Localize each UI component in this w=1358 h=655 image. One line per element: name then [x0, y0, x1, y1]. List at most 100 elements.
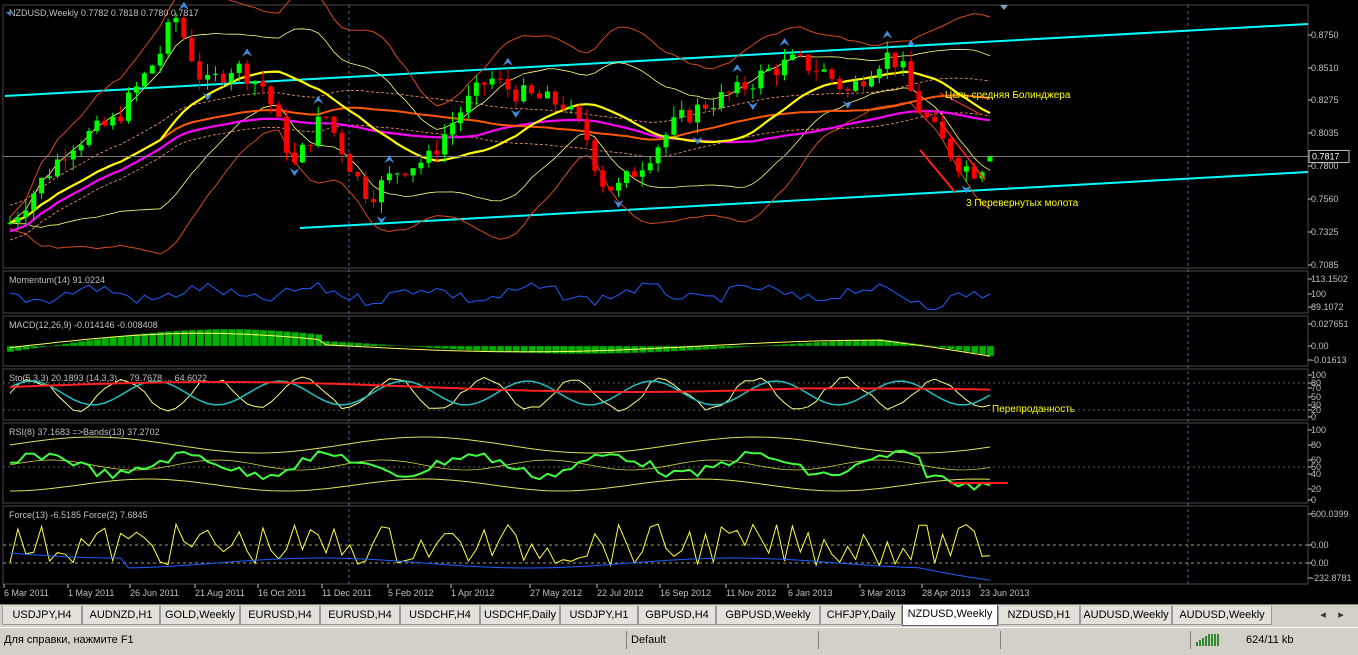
tab-gbpusd-weekly[interactable]: GBPUSD,Weekly	[716, 606, 820, 625]
fractal-up-icon	[384, 155, 395, 164]
candle-body	[442, 134, 448, 155]
macd-histogram-bar	[528, 345, 536, 354]
candle-body	[837, 78, 843, 90]
tab-eurusd-h4[interactable]: EURUSD,H4	[240, 606, 320, 625]
candle-body	[39, 178, 45, 194]
macd-histogram-bar	[828, 341, 837, 347]
chart-canvas[interactable]: Цель средняя Болинджера 3 Перевернутых мо…	[0, 0, 1358, 604]
date-axis-label: 21 Aug 2011	[195, 588, 245, 598]
price-scale-label: 0	[1311, 412, 1316, 422]
price-scale-label: 0.8035	[1311, 128, 1339, 138]
macd-histogram-bar	[457, 345, 465, 350]
tab-gold-weekly[interactable]: GOLD,Weekly	[160, 606, 240, 625]
current-price-label: 0.7817	[1312, 151, 1340, 161]
tab-gbpusd-h4[interactable]: GBPUSD,H4	[638, 606, 716, 625]
macd-histogram-bar	[425, 345, 434, 348]
tab-usdchf-h4[interactable]: USDCHF,H4	[400, 606, 480, 625]
candle-body	[971, 166, 977, 179]
macd-histogram-bar	[180, 330, 189, 347]
tab-usdchf-daily[interactable]: USDCHF,Daily	[480, 606, 560, 625]
tab-scroll-left-icon[interactable]: ◂	[1320, 609, 1326, 621]
macd-histogram-bar	[299, 332, 307, 347]
tab-audusd-weekly[interactable]: AUDUSD,Weekly	[1080, 606, 1172, 625]
tab-usdjpy-h4[interactable]: USDJPY,H4	[2, 606, 82, 625]
macd-histogram-bar	[678, 345, 687, 352]
date-axis-label: 16 Sep 2012	[660, 588, 711, 598]
macd-histogram-bar	[378, 344, 386, 347]
macd-histogram-bar	[836, 340, 845, 347]
candle-body	[584, 119, 590, 141]
trend-mark-line	[939, 121, 986, 181]
pane-main-frame	[2, 4, 1309, 269]
envelope-dashed-upper	[9, 77, 991, 206]
macd-histogram-bar	[46, 345, 54, 347]
tab-nzdusd-h1[interactable]: NZDUSD,H1	[998, 606, 1080, 625]
envelope-upper-line	[9, 28, 991, 224]
pane-rsi-header: RSI(8) 37.1683 =>Bands(13) 37.2702	[9, 427, 160, 437]
macd-histogram-bar	[781, 344, 789, 347]
pane-stoch-header: Sto(5,3,3) 20.1893 (14,3,3) ... 79.7678 …	[9, 373, 207, 383]
candle-body	[631, 171, 637, 177]
macd-histogram-bar	[433, 345, 442, 349]
candle-body	[916, 91, 922, 113]
price-scale-label: 0.7325	[1311, 227, 1339, 237]
annotation-bollinger-target: Цель средняя Болинджера	[945, 90, 1071, 101]
candle-body	[932, 117, 938, 122]
ma-magenta-line	[9, 110, 991, 233]
candle-body	[181, 17, 187, 38]
tab-usdjpy-h1[interactable]: USDJPY,H1	[560, 606, 638, 625]
candle-body	[54, 159, 60, 177]
candle-body	[521, 85, 527, 102]
fractal-up-icon	[502, 57, 513, 66]
candle-body	[908, 61, 914, 92]
macd-histogram-bar	[852, 339, 860, 347]
macd-histogram-bar	[346, 342, 355, 347]
candle-body	[371, 199, 377, 203]
tab-audnzd-h1[interactable]: AUDNZD,H1	[82, 606, 160, 625]
pane-rsi-frame	[2, 422, 1309, 504]
macd-histogram-bar	[449, 345, 457, 350]
candle-body	[616, 183, 622, 191]
candle-body	[260, 81, 266, 87]
envelope-lower-line	[9, 87, 991, 228]
macd-histogram-bar	[844, 340, 852, 347]
macd-histogram-bar	[228, 328, 236, 347]
candle-body	[797, 54, 803, 56]
macd-histogram-bar	[307, 333, 315, 347]
candle-body	[418, 162, 424, 169]
date-axis-label: 22 Jul 2012	[597, 588, 644, 598]
macd-histogram-bar	[133, 334, 141, 347]
macd-histogram-bar	[789, 343, 797, 347]
candle-body	[529, 85, 535, 94]
stoch-slow-line	[9, 380, 991, 406]
pane-force-frame	[2, 505, 1309, 585]
fractal-up-icon	[313, 95, 324, 104]
candle-body	[236, 63, 242, 74]
collapse-arrow-icon	[6, 12, 12, 15]
candle-body	[695, 104, 701, 123]
tab-nzdusd-weekly[interactable]: NZDUSD,Weekly	[902, 605, 998, 626]
candle-body	[110, 116, 116, 126]
macd-histogram-bar	[559, 345, 568, 354]
candle-body	[220, 73, 226, 83]
fractal-down-icon	[510, 109, 521, 118]
fractal-up-icon	[779, 38, 790, 47]
tab-eurusd-h4[interactable]: EURUSD,H4	[320, 606, 400, 625]
tab-chfjpy-daily[interactable]: CHFJPY,Daily	[820, 606, 902, 625]
price-scale-label: 0.00	[1311, 558, 1329, 568]
date-axis-label: 1 Apr 2012	[451, 588, 495, 598]
date-axis-label: 6 Mar 2011	[4, 588, 49, 598]
momentum-line	[9, 281, 991, 311]
date-axis-label: 1 May 2011	[68, 588, 114, 598]
price-scale-label: 80	[1311, 440, 1321, 450]
candle-body	[505, 78, 511, 90]
macd-histogram-bar	[970, 345, 979, 354]
candle-body	[450, 123, 456, 135]
candle-body	[228, 73, 234, 83]
candle-body	[861, 81, 867, 87]
macd-histogram-bar	[370, 343, 378, 347]
tab-scroll-right-icon[interactable]: ▸	[1338, 609, 1344, 621]
chart-area[interactable]: Цель средняя Болинджера 3 Перевернутых мо…	[0, 0, 1358, 604]
tab-audusd-weekly[interactable]: AUDUSD,Weekly	[1172, 606, 1272, 625]
fractal-down-icon	[961, 185, 972, 194]
